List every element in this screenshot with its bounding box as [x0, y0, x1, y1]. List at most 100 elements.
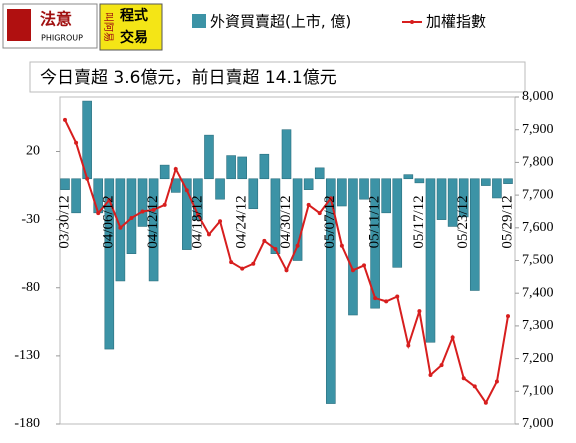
- x-tick-label: 05/11/12: [367, 196, 383, 249]
- legend-swatch: [192, 14, 206, 28]
- x-tick-label: 03/30/12: [56, 195, 72, 248]
- bar: [436, 178, 447, 220]
- bar: [392, 178, 403, 268]
- bar: [481, 178, 491, 186]
- bar: [414, 178, 425, 184]
- x-tick-label: 04/30/12: [278, 195, 294, 248]
- index-point: [184, 188, 189, 193]
- x-tick-label: 05/17/12: [411, 195, 427, 248]
- index-point: [362, 263, 367, 268]
- title-box: [29, 61, 526, 93]
- legend: 外資買賣超(上市, 億) 加權指數: [192, 13, 486, 31]
- y-tick-label: -180: [14, 416, 40, 431]
- y2-tick-label: 7,600: [522, 220, 554, 235]
- bar: [104, 178, 115, 350]
- index-point: [206, 232, 211, 237]
- bar: [248, 178, 259, 210]
- y2-tick-label: 7,400: [522, 285, 554, 300]
- index-point: [506, 314, 510, 319]
- index-point: [63, 117, 67, 122]
- x-tick-label: 04/18/12: [189, 195, 205, 248]
- index-point: [373, 296, 378, 301]
- y-tick-label: -130: [14, 348, 40, 363]
- index-point: [284, 268, 289, 273]
- index-point: [406, 343, 411, 348]
- y2-tick-label: 7,700: [522, 187, 554, 202]
- y-tick-label: -80: [21, 280, 40, 295]
- bar: [226, 155, 236, 180]
- bar: [458, 178, 469, 218]
- index-point: [118, 225, 123, 230]
- bar: [137, 178, 148, 227]
- chart-title: 今日賣超 3.6億元，前日賣超 14.1億元: [40, 68, 337, 88]
- bar: [60, 178, 70, 190]
- index-point: [107, 198, 112, 203]
- index-point: [173, 166, 178, 171]
- x-tick-label: 04/24/12: [234, 195, 250, 248]
- logo-icon: [7, 9, 31, 41]
- x-tick-label: 04/06/12: [101, 195, 117, 248]
- y2-tick-label: 7,300: [522, 318, 554, 333]
- index-point: [218, 219, 223, 224]
- logo-text: 程式: [120, 7, 148, 24]
- y2-tick-label: 7,100: [522, 384, 554, 399]
- index-point: [162, 202, 167, 207]
- index-point: [74, 140, 79, 145]
- x-tick-label: 05/07/12: [322, 195, 338, 248]
- logo-text: 交易: [120, 29, 148, 46]
- bar: [204, 134, 214, 180]
- bar: [492, 178, 502, 199]
- bar: [215, 178, 225, 200]
- bar: [348, 178, 358, 316]
- index-point: [317, 211, 322, 216]
- x-tick-label: 05/23/12: [455, 195, 471, 248]
- index-point: [384, 299, 389, 304]
- bar: [359, 178, 369, 200]
- logo: 法意 PHIGROUP 程式 交易 叫阿易: [2, 3, 163, 51]
- index-point: [251, 261, 256, 266]
- index-point: [306, 202, 311, 207]
- bar: [193, 178, 203, 220]
- index-point: [339, 243, 344, 248]
- index-point: [439, 363, 444, 368]
- bar: [292, 178, 303, 261]
- bar: [148, 178, 159, 282]
- logo-text: 叫阿易: [102, 12, 114, 42]
- legend-label: 加權指數: [426, 13, 486, 31]
- index-point: [494, 379, 499, 384]
- y2-tick-label: 7,000: [522, 416, 554, 431]
- index-point: [262, 238, 267, 243]
- index-point: [295, 243, 300, 248]
- index-point: [240, 266, 245, 271]
- index-point: [450, 335, 455, 340]
- bar: [370, 178, 380, 309]
- bar: [425, 178, 436, 343]
- bar: [237, 156, 247, 180]
- index-point: [129, 215, 134, 220]
- bar: [469, 178, 480, 291]
- bar: [381, 178, 391, 214]
- bar: [270, 178, 281, 254]
- y2-tick-label: 7,900: [522, 122, 554, 137]
- legend-label: 外資買賣超(上市, 億): [210, 13, 351, 31]
- y2-tick-label: 7,200: [522, 351, 554, 366]
- index-point: [428, 372, 433, 377]
- bar: [447, 178, 458, 227]
- bar: [182, 178, 192, 250]
- bar: [314, 167, 325, 180]
- bar: [303, 178, 314, 190]
- index-point: [229, 260, 234, 265]
- logo-text: 法意: [40, 10, 72, 29]
- bar: [281, 129, 292, 180]
- y-tick-label: -30: [21, 212, 40, 227]
- index-point: [350, 268, 355, 273]
- index-point: [140, 209, 145, 214]
- bar: [259, 153, 270, 180]
- bar: [503, 178, 513, 184]
- index-point: [395, 294, 400, 299]
- index-point: [273, 247, 278, 252]
- index-point: [483, 400, 488, 405]
- bar: [325, 178, 336, 404]
- index-point: [96, 211, 101, 216]
